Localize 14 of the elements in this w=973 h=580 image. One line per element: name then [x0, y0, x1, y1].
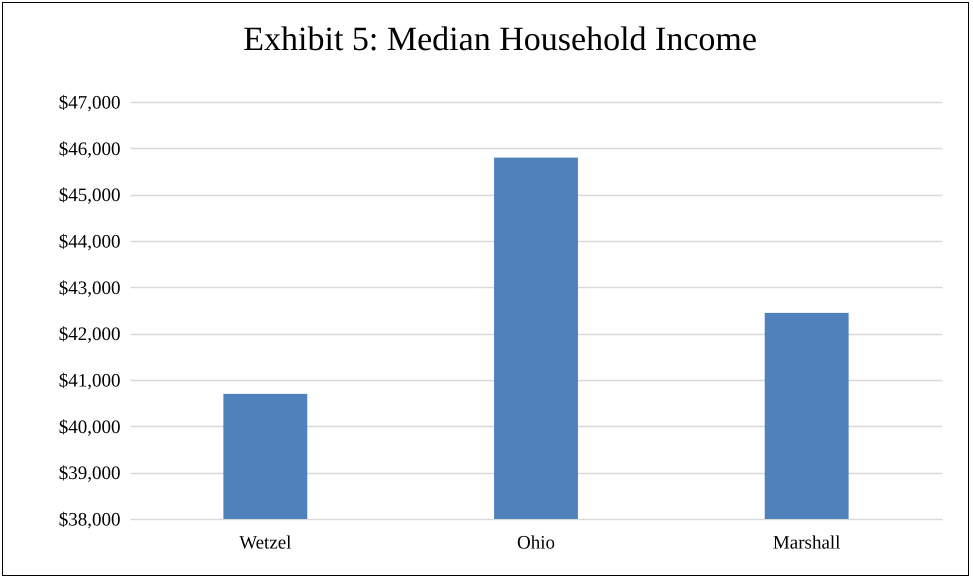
y-tick-label: $46,000 [58, 138, 120, 160]
y-tick-label: $41,000 [58, 370, 120, 392]
y-tick-label: $45,000 [58, 185, 120, 206]
y-tick-label: $39,000 [58, 463, 120, 484]
y-tick-label: $42,000 [58, 324, 120, 346]
x-tick-label: Wetzel [239, 532, 292, 554]
y-tick-label: $43,000 [58, 278, 120, 299]
x-tick-label: Marshall [772, 532, 840, 554]
chart-title: Exhibit 5: Median Household Income [243, 21, 757, 58]
y-tick-label: $47,000 [58, 92, 120, 114]
y-tick-label: $44,000 [58, 232, 120, 252]
y-tick-label: $38,000 [58, 510, 120, 530]
x-tick-label: Ohio [517, 532, 555, 554]
y-tick-label: $40,000 [58, 416, 120, 438]
